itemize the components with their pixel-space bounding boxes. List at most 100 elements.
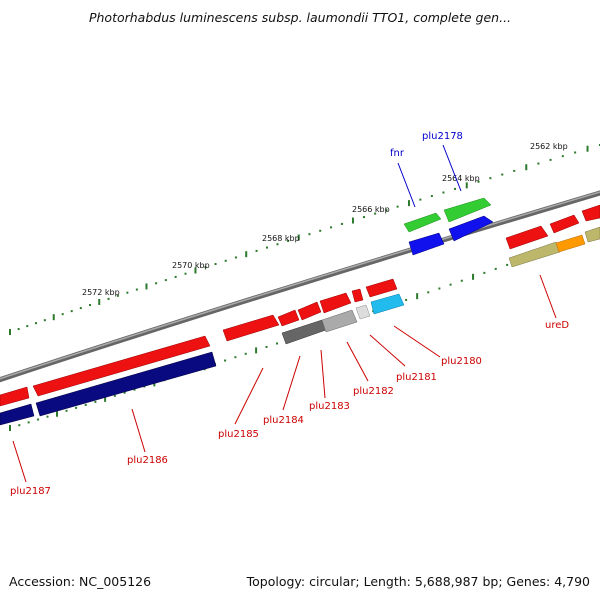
lower-ring-minor-tick bbox=[244, 352, 247, 355]
genome-backbone bbox=[0, 190, 600, 383]
upper-ring-minor-tick bbox=[255, 249, 258, 252]
cds-blue-2[interactable] bbox=[448, 215, 494, 242]
scale-ring-upper bbox=[9, 144, 600, 335]
upper-ring-minor-tick bbox=[61, 313, 64, 316]
cds-blue-1[interactable] bbox=[408, 232, 445, 256]
label-plu2180[interactable]: plu2180 bbox=[441, 356, 482, 367]
cds-plu2186-red[interactable] bbox=[32, 335, 211, 397]
upper-ring-minor-tick bbox=[164, 279, 167, 282]
label-plu2178[interactable]: plu2178 bbox=[422, 131, 463, 142]
cds-red-r2[interactable] bbox=[549, 214, 580, 234]
upper-ring-minor-tick bbox=[174, 275, 177, 278]
cds-plu2186-navy[interactable] bbox=[35, 351, 217, 417]
upper-ring-minor-tick bbox=[17, 328, 20, 331]
upper-ring-minor-tick bbox=[88, 304, 91, 307]
upper-ring-minor-tick bbox=[537, 162, 540, 165]
upper-ring-minor-tick bbox=[116, 294, 119, 297]
label-fnr[interactable]: fnr bbox=[390, 148, 405, 159]
lower-ring-minor-tick bbox=[18, 424, 21, 427]
lower-ring-minor-tick bbox=[427, 291, 430, 294]
upper-ring-minor-tick bbox=[442, 191, 445, 194]
label-plu2184[interactable]: plu2184 bbox=[263, 415, 304, 426]
upper-ring-minor-tick bbox=[265, 246, 268, 249]
cds-red-m6[interactable] bbox=[365, 278, 398, 298]
lower-ring-minor-tick bbox=[133, 388, 136, 391]
upper-ring-minor-tick bbox=[363, 216, 366, 219]
cds-plu2187-navy[interactable] bbox=[0, 403, 35, 426]
lower-ring-minor-tick bbox=[113, 394, 116, 397]
accession-text: Accession: NC_005126 bbox=[9, 574, 151, 589]
cds-features-left bbox=[0, 335, 217, 426]
lower-ring-minor-tick bbox=[75, 406, 78, 409]
upper-ring-minor-tick bbox=[454, 187, 457, 190]
upper-ring-minor-tick bbox=[340, 222, 343, 225]
map-title: Photorhabdus luminescens subsp. laumondi… bbox=[89, 10, 511, 25]
lower-ring-minor-tick bbox=[438, 287, 441, 290]
upper-ring-minor-tick bbox=[319, 229, 322, 232]
cds-plu2178[interactable] bbox=[443, 197, 492, 223]
upper-ring-minor-tick bbox=[43, 319, 46, 322]
lower-ring-minor-tick bbox=[65, 409, 68, 412]
label-plu2181[interactable]: plu2181 bbox=[396, 372, 437, 383]
label-ureD[interactable]: ureD bbox=[545, 320, 569, 331]
scale-label-2568: 2568 kbp bbox=[262, 234, 300, 243]
lower-ring-minor-tick bbox=[405, 298, 408, 301]
cds-fnr[interactable] bbox=[403, 212, 442, 233]
upper-ring-minor-tick bbox=[574, 151, 577, 154]
cds-red-r3[interactable] bbox=[581, 204, 600, 222]
cds-features-middle bbox=[222, 278, 405, 345]
lower-ring-minor-tick bbox=[84, 403, 87, 406]
lower-ring-minor-tick bbox=[460, 279, 463, 282]
upper-ring-minor-tick bbox=[184, 272, 187, 275]
cds-features-right bbox=[505, 204, 600, 268]
upper-ring-minor-tick bbox=[477, 180, 480, 183]
upper-ring-minor-tick bbox=[419, 198, 422, 201]
cds-khaki-2[interactable] bbox=[584, 226, 600, 243]
cds-plu2183-gray[interactable] bbox=[321, 309, 358, 333]
upper-ring-minor-tick bbox=[501, 173, 504, 176]
upper-ring-minor-tick bbox=[135, 288, 138, 291]
upper-ring-minor-tick bbox=[385, 209, 388, 212]
scale-labels: 2562 kbp 2564 kbp 2566 kbp 2568 kbp 2570… bbox=[82, 142, 568, 297]
cds-red-m5[interactable] bbox=[351, 288, 364, 303]
cds-red-r1[interactable] bbox=[505, 225, 549, 250]
cds-red-m3[interactable] bbox=[297, 301, 322, 321]
cds-ureD[interactable] bbox=[508, 241, 561, 268]
upper-ring-minor-tick bbox=[561, 155, 564, 158]
scale-label-2566: 2566 kbp bbox=[352, 205, 390, 214]
cds-plu2181-cyan[interactable] bbox=[370, 293, 405, 315]
upper-ring-minor-tick bbox=[70, 310, 73, 313]
lower-ring-minor-tick bbox=[449, 283, 452, 286]
upper-ring-minor-tick bbox=[126, 291, 129, 294]
upper-ring-minor-tick bbox=[330, 226, 333, 229]
label-plu2182[interactable]: plu2182 bbox=[353, 386, 394, 397]
label-plu2186[interactable]: plu2186 bbox=[127, 455, 168, 466]
upper-ring-minor-tick bbox=[396, 205, 399, 208]
lower-ring-minor-tick bbox=[27, 421, 30, 424]
scale-label-2562: 2562 kbp bbox=[530, 142, 568, 151]
lower-ring-minor-tick bbox=[494, 267, 497, 270]
lower-ring-minor-tick bbox=[37, 418, 40, 421]
upper-ring-minor-tick bbox=[26, 325, 29, 328]
upper-ring-minor-tick bbox=[155, 282, 158, 285]
scale-label-2572: 2572 kbp bbox=[82, 288, 120, 297]
upper-ring-minor-tick bbox=[430, 195, 433, 198]
upper-ring-minor-tick bbox=[107, 297, 110, 300]
cds-red-m4[interactable] bbox=[319, 292, 352, 314]
cds-plu2182-gray[interactable] bbox=[355, 304, 371, 320]
label-plu2185[interactable]: plu2185 bbox=[218, 429, 259, 440]
cds-plu2184-red[interactable] bbox=[277, 309, 300, 327]
upper-ring-minor-tick bbox=[513, 169, 516, 172]
upper-ring-minor-tick bbox=[79, 307, 82, 310]
genome-info-text: Topology: circular; Length: 5,688,987 bp… bbox=[246, 574, 590, 589]
cds-orange[interactable] bbox=[555, 234, 586, 253]
upper-ring-minor-tick bbox=[308, 233, 311, 236]
lower-ring-minor-tick bbox=[224, 359, 227, 362]
cds-plu2185[interactable] bbox=[222, 314, 280, 342]
upper-ring-minor-tick bbox=[204, 266, 207, 269]
cds-plu2187-red[interactable] bbox=[0, 386, 30, 407]
label-plu2183[interactable]: plu2183 bbox=[309, 401, 350, 412]
label-plu2187[interactable]: plu2187 bbox=[10, 486, 51, 497]
label-leader-lines bbox=[12, 144, 557, 483]
upper-ring-minor-tick bbox=[549, 158, 552, 161]
